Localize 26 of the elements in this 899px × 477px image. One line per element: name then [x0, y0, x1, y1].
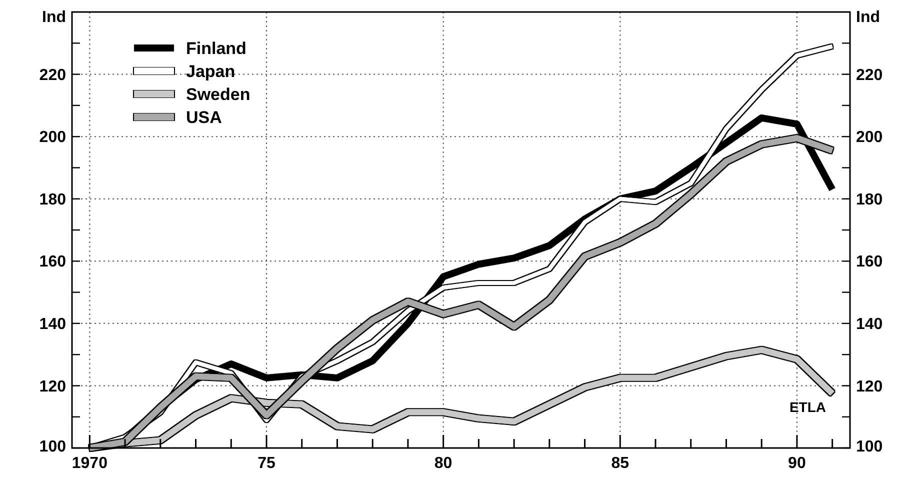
y2-tick-label: 120 [856, 378, 883, 396]
y-tick-label: 220 [39, 66, 66, 84]
y2-tick-label: 220 [856, 66, 883, 84]
y-tick-label: 160 [39, 254, 66, 271]
x-tick-label: 85 [611, 455, 630, 472]
y-tick-label: 120 [39, 378, 66, 396]
x-tick-label: 80 [434, 455, 452, 472]
x-tick-label: 75 [258, 455, 276, 472]
y-tick-label: 180 [39, 191, 66, 208]
legend-label: USA [186, 108, 222, 127]
legend-label: Japan [186, 62, 236, 81]
y2-tick-label: 180 [856, 191, 883, 208]
y2-tick-label: 140 [856, 316, 883, 334]
x-tick-label: 90 [788, 455, 806, 472]
y-axis-title: Ind [42, 9, 66, 26]
annotation: ETLA [789, 399, 826, 415]
y2-tick-label: 100 [856, 438, 883, 456]
y-tick-label: 100 [39, 438, 66, 456]
y-tick-label: 200 [39, 129, 66, 146]
y2-axis-title: Ind [856, 9, 880, 26]
legend-label: Sweden [186, 84, 250, 104]
y-tick-label: 140 [39, 316, 66, 334]
y2-tick-label: 200 [856, 129, 883, 146]
x-tick-label: 1970 [72, 455, 108, 472]
y2-tick-label: 160 [856, 254, 883, 271]
legend-label: Finland [186, 38, 246, 58]
